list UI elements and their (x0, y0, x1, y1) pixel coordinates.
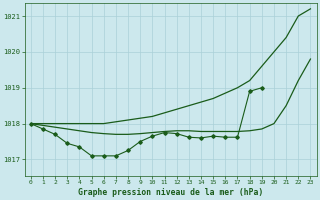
X-axis label: Graphe pression niveau de la mer (hPa): Graphe pression niveau de la mer (hPa) (78, 188, 263, 197)
